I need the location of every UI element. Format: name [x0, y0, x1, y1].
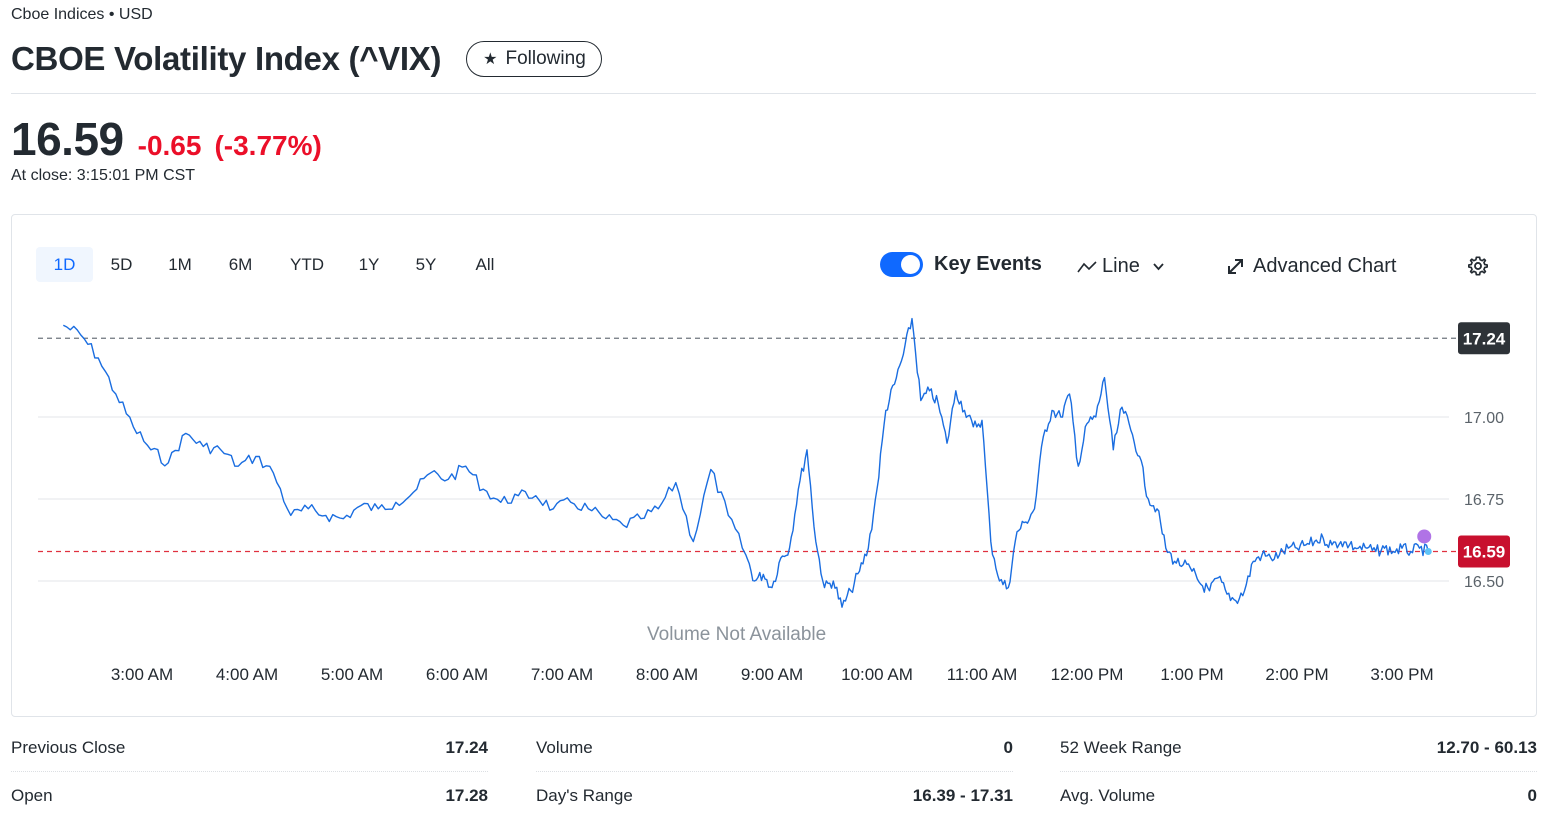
price-change: -0.65 [137, 130, 202, 161]
stat-value: 0 [1527, 785, 1537, 805]
range-tab-5d[interactable]: 5D [110, 254, 133, 274]
stat-label: Open [11, 785, 53, 805]
volume-not-available: Volume Not Available [647, 624, 827, 645]
stats-column-3: 52 Week Range 12.70 - 60.13 Avg. Volume 0 [1060, 724, 1537, 819]
chart-type-dropdown[interactable]: Line [1076, 255, 1165, 278]
stat-label: 52 Week Range [1060, 737, 1182, 757]
range-tab-all[interactable]: All [475, 254, 495, 274]
x-tick-label: 12:00 PM [1051, 665, 1124, 684]
price-chart[interactable]: 17.00 16.75 16.50 3:00 AM 4:00 AM 5:00 AM 6:00… [12, 215, 1536, 716]
following-label: Following [505, 48, 586, 69]
last-price-dot [1424, 547, 1432, 555]
stat-value: 0 [1003, 737, 1013, 757]
x-tick-label: 7:00 AM [531, 665, 593, 684]
stat-value: 17.24 [445, 737, 488, 757]
x-tick-label: 8:00 AM [636, 665, 698, 684]
y-tick-label: 16.75 [1464, 492, 1504, 509]
expand-icon [1228, 259, 1243, 274]
x-tick-label: 5:00 AM [321, 665, 383, 684]
last-price-badge: 16.59 [1463, 542, 1506, 561]
stat-label: Volume [536, 737, 593, 757]
stat-row: 52 Week Range 12.70 - 60.13 [1060, 724, 1537, 772]
stat-row: Avg. Volume 0 [1060, 772, 1537, 819]
price-row: 16.59 -0.65 (-3.77%) [11, 112, 322, 166]
key-events-label: Key Events [934, 253, 1042, 275]
last-price-badge-bg [1458, 535, 1510, 568]
chart-card: 1D 5D 1M 6M YTD 1Y 5Y All Key Events Line Advan… [11, 214, 1537, 717]
stat-row: Open 17.28 [11, 772, 488, 819]
range-tab-1y[interactable]: 1Y [358, 254, 380, 274]
x-tick-label: 2:00 PM [1265, 665, 1328, 684]
x-tick-label: 3:00 PM [1370, 665, 1433, 684]
star-icon: ★ [483, 51, 498, 68]
price-line [62, 317, 1429, 608]
range-tab-1m[interactable]: 1M [168, 254, 192, 274]
stat-row: Volume 0 [536, 724, 1013, 772]
stat-label: Previous Close [11, 737, 126, 757]
toggle-knob [901, 255, 920, 274]
range-tab-6m[interactable]: 6M [228, 254, 253, 274]
stat-label: Avg. Volume [1060, 785, 1156, 805]
close-time: At close: 3:15:01 PM CST [11, 167, 196, 184]
line-chart-icon [1077, 260, 1097, 272]
chevron-down-icon [1153, 263, 1164, 271]
price-change-percent: (-3.77%) [214, 130, 322, 161]
title-row: CBOE Volatility Index (^VIX) ★ Following [11, 40, 602, 78]
x-tick-label: 6:00 AM [426, 665, 488, 684]
gear-icon[interactable] [1467, 255, 1489, 277]
x-tick-label: 10:00 AM [841, 665, 913, 684]
y-tick-label: 16.50 [1464, 574, 1504, 591]
chart-type-label: Line [1102, 255, 1140, 277]
page-title: CBOE Volatility Index (^VIX) [11, 40, 442, 77]
stats-column-1: Previous Close 17.24 Open 17.28 [11, 724, 488, 819]
header-divider [11, 93, 1536, 94]
following-button[interactable]: ★ Following [466, 41, 602, 77]
stat-value: 16.39 - 17.31 [912, 785, 1013, 805]
range-tab-5y[interactable]: 5Y [415, 254, 437, 274]
y-tick-label: 17.00 [1464, 410, 1504, 427]
previous-close-badge: 17.24 [1463, 329, 1506, 348]
stat-row: Day's Range 16.39 - 17.31 [536, 772, 1013, 819]
stat-value: 12.70 - 60.13 [1436, 737, 1537, 757]
advanced-chart-label: Advanced Chart [1253, 255, 1397, 277]
x-tick-label: 9:00 AM [741, 665, 803, 684]
toggle-switch[interactable] [880, 252, 923, 277]
range-tab-ytd[interactable]: YTD [290, 254, 324, 274]
previous-close-badge-bg [1458, 322, 1510, 355]
x-tick-label: 4:00 AM [216, 665, 278, 684]
range-tab-1d[interactable]: 1D [36, 247, 93, 282]
stat-row: Previous Close 17.24 [11, 724, 488, 772]
stats-column-2: Volume 0 Day's Range 16.39 - 17.31 [536, 724, 1013, 819]
key-event-marker[interactable] [1417, 529, 1432, 544]
advanced-chart-button[interactable]: Advanced Chart [1226, 255, 1396, 278]
exchange-label: Cboe Indices • USD [11, 6, 153, 23]
stat-label: Day's Range [536, 785, 633, 805]
key-events-toggle[interactable]: Key Events [880, 252, 1042, 277]
x-tick-label: 11:00 AM [947, 665, 1018, 684]
stat-value: 17.28 [445, 785, 488, 805]
x-tick-label: 3:00 AM [111, 665, 173, 684]
x-tick-label: 1:00 PM [1160, 665, 1223, 684]
current-price: 16.59 [11, 113, 124, 165]
range-tabs: 1D 5D 1M 6M YTD 1Y 5Y All [36, 247, 513, 282]
